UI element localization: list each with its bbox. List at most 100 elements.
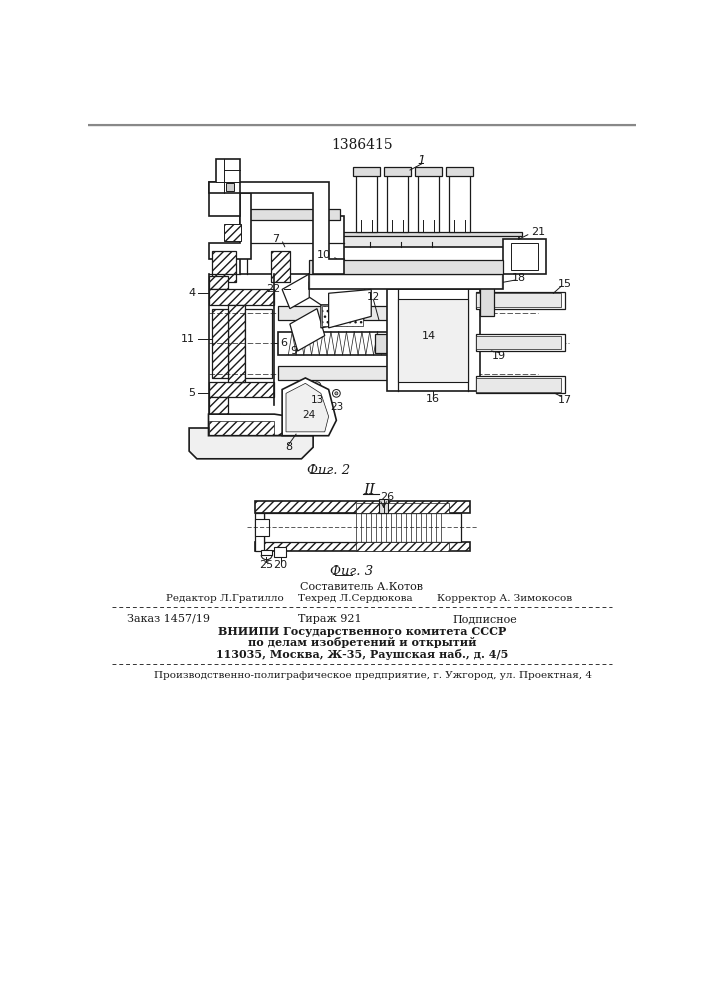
- Bar: [387, 170, 409, 232]
- Text: 11: 11: [181, 334, 195, 344]
- Polygon shape: [189, 428, 313, 459]
- Bar: [209, 421, 274, 435]
- Text: 6: 6: [281, 338, 288, 348]
- Bar: [309, 274, 503, 289]
- Text: ВНИИПИ Государственного комитета СССР: ВНИИПИ Государственного комитета СССР: [218, 626, 506, 637]
- Text: 4: 4: [188, 288, 195, 298]
- Text: 19: 19: [492, 351, 506, 361]
- Text: 9: 9: [290, 346, 298, 356]
- Bar: [476, 376, 565, 393]
- Circle shape: [332, 389, 340, 397]
- Bar: [476, 334, 565, 351]
- Bar: [356, 503, 449, 513]
- Polygon shape: [209, 414, 290, 436]
- Bar: [446, 167, 473, 176]
- Bar: [240, 216, 344, 274]
- Bar: [271, 251, 290, 282]
- Circle shape: [308, 400, 311, 403]
- Bar: [332, 232, 522, 235]
- Polygon shape: [329, 289, 371, 328]
- Bar: [510, 243, 538, 270]
- Bar: [375, 334, 391, 353]
- Text: 22: 22: [267, 284, 281, 294]
- Bar: [243, 209, 340, 220]
- Text: Корректор А. Зимокосов: Корректор А. Зимокосов: [437, 594, 572, 603]
- Bar: [226, 183, 234, 191]
- Bar: [255, 542, 470, 551]
- Text: 23: 23: [329, 402, 343, 412]
- Bar: [209, 397, 228, 414]
- Polygon shape: [309, 282, 368, 305]
- Bar: [332, 259, 344, 282]
- Polygon shape: [261, 550, 272, 555]
- Text: Производственно-полиграфическое предприятие, г. Ужгород, ул. Проектная, 4: Производственно-полиграфическое предприя…: [154, 671, 592, 680]
- Bar: [385, 167, 411, 176]
- Polygon shape: [274, 547, 286, 557]
- Text: 7: 7: [272, 234, 279, 244]
- Text: Подписное: Подписное: [452, 614, 518, 624]
- Polygon shape: [282, 274, 317, 309]
- Bar: [367, 235, 373, 242]
- Bar: [418, 170, 440, 232]
- Text: 25: 25: [259, 560, 273, 570]
- Bar: [397, 235, 404, 242]
- Bar: [209, 276, 228, 289]
- Circle shape: [315, 384, 319, 387]
- Circle shape: [313, 382, 321, 389]
- Bar: [228, 305, 245, 382]
- Polygon shape: [282, 378, 337, 436]
- Text: по делам изобретений и открытий: по делам изобретений и открытий: [247, 637, 477, 648]
- Bar: [398, 299, 468, 382]
- Text: 20: 20: [274, 560, 288, 570]
- Circle shape: [335, 392, 338, 395]
- Circle shape: [549, 382, 555, 388]
- Text: 12: 12: [367, 292, 380, 302]
- Text: Заказ 1457/19: Заказ 1457/19: [127, 614, 210, 624]
- Bar: [311, 276, 501, 288]
- Circle shape: [300, 326, 311, 337]
- Text: 24: 24: [303, 410, 316, 420]
- Polygon shape: [209, 158, 240, 193]
- Text: 13: 13: [310, 395, 324, 405]
- Bar: [356, 542, 449, 551]
- Text: Фиг. 3: Фиг. 3: [330, 565, 373, 578]
- Bar: [476, 336, 561, 349]
- Polygon shape: [209, 182, 344, 274]
- Bar: [356, 170, 378, 232]
- Text: Фиг. 2: Фиг. 2: [307, 464, 350, 477]
- Text: Редактор Л.Гратилло: Редактор Л.Гратилло: [166, 594, 284, 603]
- Bar: [279, 306, 391, 320]
- Circle shape: [545, 336, 559, 349]
- Text: 10: 10: [317, 250, 331, 260]
- Text: 15: 15: [558, 279, 572, 289]
- Circle shape: [305, 397, 313, 405]
- Bar: [209, 289, 274, 305]
- Circle shape: [549, 297, 555, 303]
- Polygon shape: [286, 383, 329, 432]
- Bar: [476, 292, 565, 309]
- Circle shape: [228, 185, 233, 189]
- Text: 21: 21: [531, 227, 545, 237]
- Bar: [224, 224, 241, 241]
- Bar: [322, 306, 363, 326]
- Text: 1: 1: [418, 154, 426, 167]
- Circle shape: [545, 293, 559, 307]
- Bar: [279, 366, 391, 380]
- Bar: [279, 332, 391, 355]
- Text: Тираж 921: Тираж 921: [298, 614, 361, 624]
- Bar: [245, 309, 272, 378]
- Bar: [264, 513, 461, 542]
- Text: 1386415: 1386415: [331, 138, 393, 152]
- Text: 17: 17: [558, 395, 572, 405]
- Bar: [354, 167, 380, 176]
- Polygon shape: [209, 193, 251, 259]
- Bar: [480, 284, 493, 316]
- Text: 8: 8: [285, 442, 292, 452]
- Text: 16: 16: [426, 394, 440, 404]
- Bar: [416, 167, 442, 176]
- Polygon shape: [255, 519, 269, 536]
- Bar: [255, 501, 470, 513]
- Bar: [209, 382, 274, 397]
- Text: 26: 26: [380, 492, 394, 502]
- Bar: [212, 309, 228, 378]
